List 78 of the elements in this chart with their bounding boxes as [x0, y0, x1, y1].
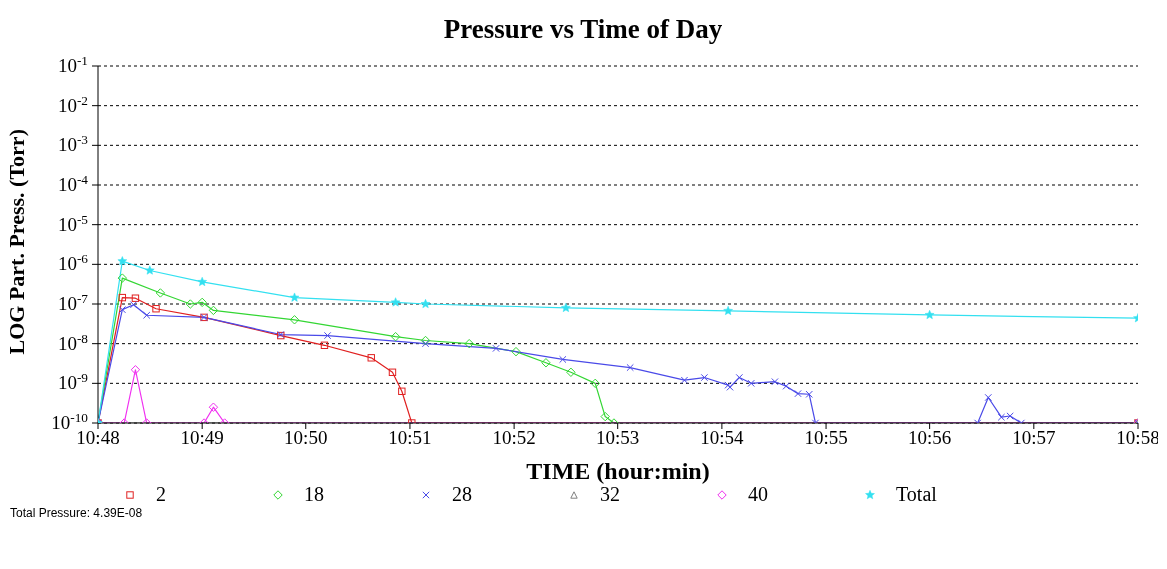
point — [421, 339, 430, 348]
y-tick-label: 10$^{-1}$ — [57, 52, 88, 76]
point — [118, 293, 127, 302]
point — [320, 341, 329, 349]
point — [145, 265, 155, 275]
point — [197, 276, 207, 286]
point — [117, 256, 128, 266]
x-tick-label: 10:52 — [492, 427, 536, 449]
point — [289, 292, 300, 302]
point — [566, 367, 576, 377]
point — [323, 331, 332, 340]
x-tick-label: 10:56 — [907, 427, 952, 449]
point — [771, 377, 779, 386]
x-tick-label: 10:54 — [700, 427, 745, 449]
point — [142, 311, 151, 319]
legend-label: 2 — [156, 483, 166, 506]
point — [492, 344, 500, 353]
point — [208, 305, 219, 316]
point — [794, 389, 802, 398]
point — [155, 288, 166, 298]
x-axis-title: TIME (hour:min) — [526, 458, 710, 484]
point — [388, 368, 397, 376]
point — [559, 355, 567, 364]
point — [208, 402, 219, 412]
point — [152, 305, 160, 313]
point — [197, 297, 207, 308]
point — [805, 390, 813, 398]
point — [541, 358, 551, 368]
y-tick-label: 10$^{-3}$ — [57, 131, 89, 156]
x-tick-label: 10:55 — [804, 427, 848, 449]
point — [420, 299, 431, 309]
point — [464, 338, 474, 349]
y-tick-label: 10$^{-4}$ — [57, 171, 89, 195]
x-tick-label: 10:49 — [180, 427, 224, 449]
x-tick-label: 10:53 — [596, 427, 640, 449]
point — [185, 299, 196, 309]
legend-label: 40 — [748, 483, 768, 506]
y-axis-title: LOG Part. Press. (Torr) — [3, 129, 29, 355]
point — [118, 305, 127, 314]
point — [130, 365, 141, 375]
text: Total Pressure: 4.39E-08 — [10, 506, 144, 520]
point — [984, 393, 992, 402]
x-tick-label: 10:57 — [1012, 427, 1056, 449]
chart-title: Pressure vs Time of Day — [443, 14, 723, 44]
point — [924, 309, 935, 319]
point — [600, 411, 610, 422]
x-tick-label: 10:51 — [388, 427, 432, 449]
point — [511, 346, 521, 357]
point — [390, 331, 401, 342]
y-tick-label: 10$^{-9}$ — [57, 369, 89, 394]
point — [626, 363, 634, 372]
point — [367, 354, 375, 362]
point — [420, 335, 431, 346]
point — [700, 373, 709, 382]
x-tick-label: 10:50 — [284, 427, 328, 449]
point — [747, 379, 755, 388]
y-tick-label: 10$^{-5}$ — [57, 211, 89, 235]
point — [129, 301, 138, 309]
y-tick-label: 10$^{-2}$ — [57, 92, 88, 116]
legend-label: Total — [896, 483, 937, 506]
point — [735, 373, 744, 382]
point — [590, 378, 600, 389]
legend-label: 32 — [600, 483, 620, 506]
point — [723, 305, 733, 315]
y-tick-label: 10$^{-7}$ — [57, 290, 89, 314]
point — [680, 376, 689, 384]
point — [289, 315, 300, 325]
x-tick-label: 10:48 — [76, 427, 120, 449]
point — [561, 302, 571, 312]
point — [782, 382, 790, 390]
legend-label: 18 — [304, 483, 324, 506]
point — [131, 294, 140, 302]
point — [398, 387, 406, 395]
point — [390, 297, 401, 307]
legend-label: 28 — [452, 483, 472, 506]
point — [117, 273, 128, 283]
y-tick-label: 10$^{-6}$ — [57, 250, 89, 275]
y-tick-label: 10$^{-8}$ — [57, 330, 89, 354]
